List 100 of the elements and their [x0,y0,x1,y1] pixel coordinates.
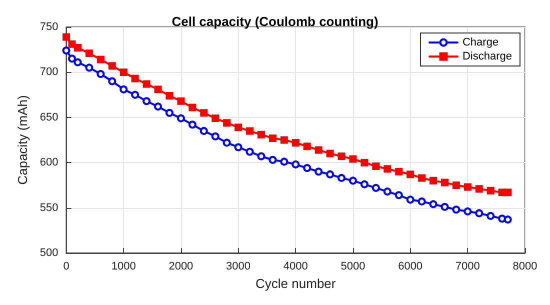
point [120,68,128,76]
point [395,168,403,176]
point [154,86,162,94]
point [200,109,208,117]
legend-label: Discharge [462,50,512,62]
point [166,92,174,100]
point [440,178,448,186]
y-tick-label: 500 [40,247,58,259]
x-tick-label: 3000 [226,260,251,272]
point [430,176,437,184]
point [165,108,174,117]
point [234,143,242,152]
point [292,138,300,146]
point [154,102,162,111]
point [280,158,288,166]
y-tick-label: 550 [40,202,58,214]
x-tick-label: 6000 [398,260,423,272]
point [406,170,414,178]
point [234,124,242,132]
point [360,158,368,166]
point [85,64,94,72]
point [486,186,494,194]
point [257,152,266,160]
point [360,180,368,188]
point [475,209,484,218]
point [280,136,288,144]
point [120,85,128,94]
point [314,168,323,176]
point [68,54,76,63]
point [74,44,82,52]
x-tick-label: 7000 [455,260,480,272]
point [108,77,116,86]
y-tick-label: 600 [40,156,58,169]
point [108,62,116,70]
legend-label: Charge [462,36,499,48]
chart-title: Cell capacity (Coulomb counting) [172,14,378,29]
x-tick-label: 5000 [340,260,366,272]
point [383,188,392,196]
y-axis-title: Capacity (mAh) [15,95,30,185]
point [96,70,105,78]
point [406,196,414,204]
point [222,138,231,147]
y-tick-label: 750 [40,21,58,33]
point [498,214,506,223]
x-tick-label: 8000 [512,260,538,272]
point [303,164,312,172]
x-tick-label: 4000 [283,260,308,272]
point [142,80,150,88]
point [475,185,483,193]
point [384,165,392,173]
point [176,114,185,122]
point [372,162,380,170]
point [486,212,495,220]
point [62,46,70,54]
point [96,56,104,64]
point [177,97,185,105]
x-tick-label: 0 [63,260,70,272]
point [74,58,82,66]
point [464,183,472,191]
point [303,142,311,150]
point [62,33,70,41]
point [292,160,300,168]
point [131,90,140,99]
point [188,120,196,129]
point [394,191,403,200]
point [349,155,357,163]
x-tick-label: 2000 [168,260,194,272]
point [268,134,276,142]
point [246,148,254,156]
point [188,104,196,112]
point [372,184,380,192]
point [68,40,76,48]
point [314,146,322,154]
point [257,130,265,138]
point [338,174,346,182]
point [504,188,512,196]
point [200,126,208,135]
point [452,206,460,214]
point [131,74,139,82]
point [326,170,334,178]
point [211,132,220,140]
point [348,176,357,185]
x-tick-label: 1000 [111,260,136,272]
x-axis-title: Cycle number [256,276,336,291]
point [418,197,426,206]
point [504,216,512,224]
y-tick-label: 700 [40,66,58,78]
point [326,150,334,158]
point [418,174,426,182]
point [212,114,220,122]
point [268,156,277,164]
point [464,207,472,216]
y-tick-label: 650 [40,111,58,124]
point [85,49,93,57]
point [452,181,460,189]
point [338,152,346,160]
point [440,202,449,211]
point [142,97,151,106]
point [223,119,231,127]
point [246,127,254,135]
